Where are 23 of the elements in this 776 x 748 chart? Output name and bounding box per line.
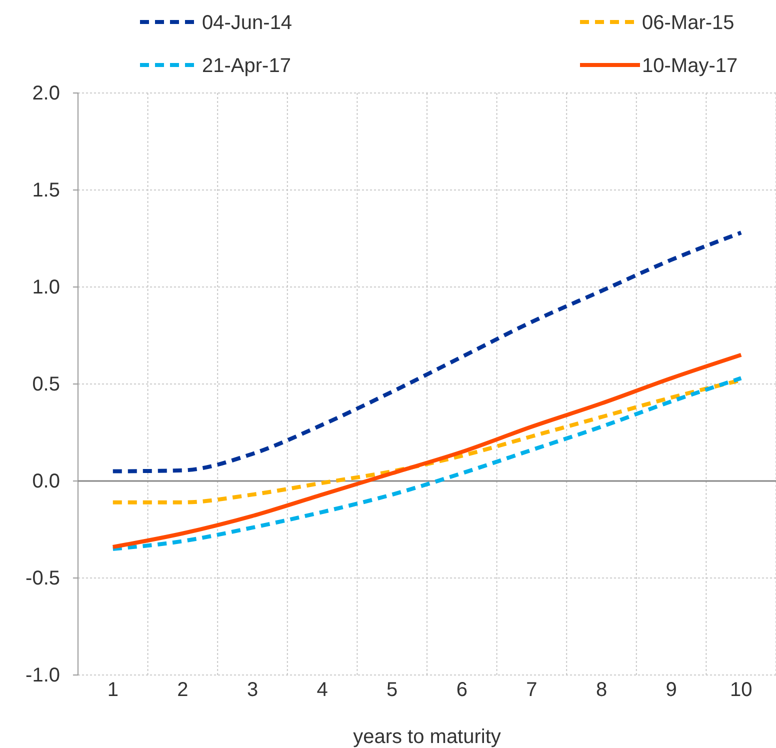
x-tick-label: 3 (246, 679, 258, 701)
x-tick-label: 10 (730, 679, 752, 701)
legend-label: 06-Mar-15 (642, 12, 734, 34)
x-tick-label: 7 (526, 679, 538, 701)
x-tick-label: 8 (596, 679, 608, 701)
legend-label: 10-May-17 (642, 55, 738, 77)
x-axis-title: years to maturity (353, 726, 501, 748)
x-tick-label: 1 (107, 679, 118, 701)
x-tick-label: 6 (456, 679, 468, 701)
y-tick-label: 2.0 (32, 82, 60, 104)
x-tick-label: 4 (316, 679, 328, 701)
y-tick-label: 1.5 (32, 179, 60, 202)
y-tick-label: 0.0 (32, 470, 60, 492)
x-tick-label: 9 (666, 679, 677, 701)
line-series (110, 230, 744, 474)
y-tick-label: -1.0 (26, 664, 60, 686)
y-tick-label: 1.0 (32, 276, 60, 298)
x-tick-label: 5 (386, 679, 398, 701)
legend-label: 04-Jun-14 (202, 12, 292, 34)
x-tick-label: 2 (177, 679, 188, 701)
legend-label: 21-Apr-17 (202, 55, 291, 77)
y-tick-label: 0.5 (32, 373, 60, 396)
y-tick-label: -0.5 (26, 567, 60, 590)
